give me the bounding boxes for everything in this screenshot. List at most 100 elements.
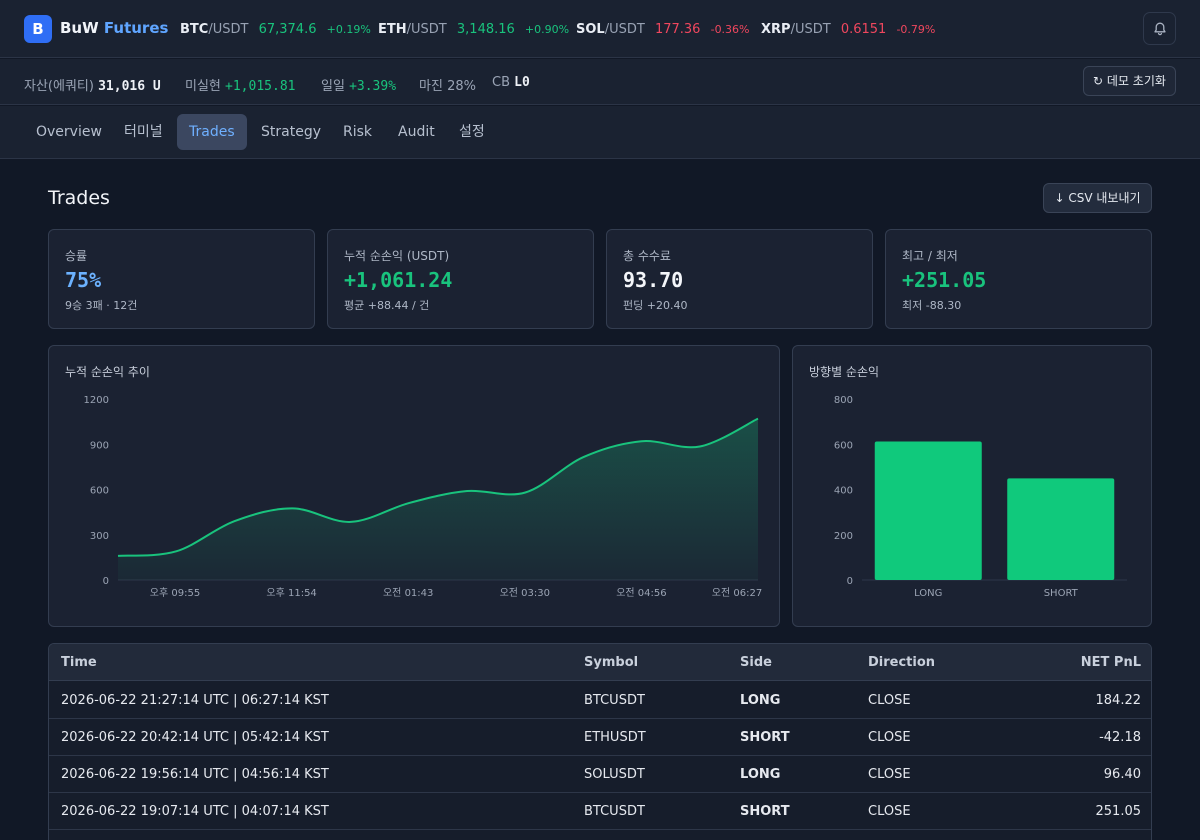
- tab-risk[interactable]: Risk: [343, 124, 373, 140]
- notifications-button[interactable]: [1143, 12, 1176, 45]
- bar-long: [874, 441, 982, 580]
- ticker-xrp[interactable]: XRP/USDT 0.6151 -0.79%: [761, 22, 935, 37]
- ticker-btc[interactable]: BTC/USDT 67,374.6 +0.19%: [180, 22, 371, 37]
- table-header: Time Symbol Side Direction NET PnL: [49, 644, 1151, 681]
- cell-net-pnl: 184.22: [1095, 693, 1142, 708]
- chart-title: 누적 순손익 추이: [65, 365, 150, 379]
- page-title: Trades: [48, 187, 110, 209]
- ticker-base: XRP: [761, 22, 791, 37]
- cb-stat: CB L0: [492, 75, 530, 90]
- brand-name[interactable]: BuW Futures: [60, 19, 168, 37]
- stat-card-sub: 평균 +88.44 / 건: [344, 299, 430, 312]
- unrealized-label: 미실현: [185, 79, 221, 94]
- tab-terminal[interactable]: 터미널: [124, 124, 163, 140]
- cell-side: SHORT: [740, 804, 790, 819]
- cell-symbol: ETHUSDT: [584, 730, 646, 745]
- cell-direction: CLOSE: [868, 767, 911, 782]
- stat-card-cumulative-pnl: 누적 순손익 (USDT) +1,061.24 평균 +88.44 / 건: [327, 229, 594, 329]
- ticker-eth[interactable]: ETH/USDT 3,148.16 +0.90%: [378, 22, 569, 37]
- x-tick-label: 오전 04:56: [616, 587, 666, 599]
- unrealized-stat: 미실현 +1,015.81: [185, 75, 295, 94]
- unrealized-value: +1,015.81: [225, 79, 296, 94]
- tab-trades[interactable]: Trades: [177, 114, 247, 150]
- direction-pnl-chart: 0 200 400 600 800 LONG SHORT: [834, 395, 1127, 599]
- stat-card-label: 최고 / 최저: [902, 249, 958, 263]
- cell-net-pnl: 251.05: [1095, 804, 1142, 819]
- ticker-base: BTC: [180, 22, 209, 37]
- x-tick-label: 오전 01:43: [383, 587, 433, 599]
- stat-card-value: +1,061.24: [344, 268, 453, 292]
- column-header-symbol[interactable]: Symbol: [584, 655, 639, 670]
- x-tick-label: 오후 11:54: [266, 587, 316, 599]
- table-row[interactable]: 2026-06-22 21:27:14 UTC | 06:27:14 KST BT…: [49, 682, 1151, 719]
- stat-card-value: 75%: [65, 268, 102, 292]
- tab-strategy[interactable]: Strategy: [261, 124, 321, 140]
- column-header-net-pnl[interactable]: NET PnL: [1080, 655, 1141, 670]
- y-tick-label: 300: [90, 531, 109, 542]
- cell-net-pnl: 96.40: [1103, 767, 1141, 782]
- stat-card-win-rate: 승률 75% 9승 3패 · 12건: [48, 229, 315, 329]
- table-row[interactable]: 2026-06-22 20:42:14 UTC | 05:42:14 KST ET…: [49, 719, 1151, 756]
- cell-side: SHORT: [740, 730, 790, 745]
- brand-name-secondary: Futures: [103, 19, 169, 37]
- table-row[interactable]: 2026-06-22 19:56:14 UTC | 04:56:14 KST SO…: [49, 756, 1151, 793]
- stat-card-label: 승률: [65, 249, 88, 263]
- y-tick-label: 600: [90, 486, 109, 497]
- brand-logo[interactable]: B: [24, 15, 52, 43]
- cb-label: CB: [492, 75, 510, 90]
- margin-value: 28%: [447, 79, 476, 94]
- equity-value: 31,016 U: [98, 79, 161, 94]
- tab-audit[interactable]: Audit: [398, 124, 435, 140]
- stat-card-value: 93.70: [623, 268, 684, 292]
- stat-card-best-worst: 최고 / 최저 +251.05 최저 -88.30: [885, 229, 1152, 329]
- ticker-price: 3,148.16: [456, 22, 515, 37]
- trades-table: Time Symbol Side Direction NET PnL 2026-…: [48, 643, 1152, 840]
- tab-settings[interactable]: 설정: [459, 124, 485, 140]
- cumulative-pnl-chart: 0 300 600 900 1200 오후 09:55 오후 11:54 오전 01:43 오전…: [84, 395, 763, 599]
- x-tick-label: LONG: [914, 588, 942, 599]
- cell-time: 2026-06-22 19:07:14 UTC | 04:07:14 KST: [61, 804, 329, 819]
- stat-card-label: 누적 순손익 (USDT): [344, 249, 450, 263]
- x-tick-label: 오후 09:55: [150, 587, 200, 599]
- ticker-change: -0.36%: [710, 23, 750, 36]
- bell-icon: [1154, 22, 1166, 36]
- csv-export-button[interactable]: ↓ CSV 내보내기: [1043, 183, 1152, 213]
- column-header-direction[interactable]: Direction: [868, 655, 936, 670]
- column-header-time[interactable]: Time: [61, 655, 97, 670]
- table-row[interactable]: 2026-06-22 19:07:14 UTC | 04:07:14 KST BT…: [49, 793, 1151, 830]
- account-status-bar: 자산(에쿼티) 31,016 U 미실현 +1,015.81 일일 +3.39%…: [0, 59, 1200, 105]
- margin-stat: 마진 28%: [419, 75, 476, 94]
- ticker-price: 0.6151: [840, 22, 887, 37]
- brand-name-primary: BuW: [60, 19, 99, 37]
- y-tick-label: 200: [834, 531, 853, 542]
- stat-card-sub: 최저 -88.30: [902, 299, 962, 312]
- ticker-price: 67,374.6: [258, 22, 317, 37]
- ticker-change: +0.19%: [326, 23, 371, 36]
- cell-time: 2026-06-22 21:27:14 UTC | 06:27:14 KST: [61, 693, 329, 708]
- ticker-base: ETH: [378, 22, 407, 37]
- tab-overview[interactable]: Overview: [36, 124, 102, 140]
- y-tick-label: 400: [834, 486, 853, 497]
- column-header-side[interactable]: Side: [740, 655, 772, 670]
- ticker-sol[interactable]: SOL/USDT 177.36 -0.36%: [576, 22, 750, 37]
- daily-stat: 일일 +3.39%: [321, 75, 396, 94]
- tab-bar: Overview 터미널 Trades Strategy Risk Audit …: [0, 106, 1200, 159]
- ticker-quote: /USDT: [604, 22, 645, 37]
- ticker-quote: /USDT: [790, 22, 831, 37]
- cell-direction: CLOSE: [868, 804, 911, 819]
- ticker-quote: /USDT: [208, 22, 249, 37]
- x-tick-label: 오전 03:30: [500, 587, 550, 599]
- cb-value: L0: [514, 75, 530, 90]
- ticker-change: -0.79%: [896, 23, 936, 36]
- daily-label: 일일: [321, 79, 345, 94]
- cell-symbol: BTCUSDT: [584, 693, 645, 708]
- x-tick-label: 오전 06:27: [712, 587, 762, 599]
- demo-reset-button[interactable]: ↻ 데모 초기화: [1083, 66, 1176, 96]
- area-fill: [118, 418, 758, 580]
- cell-side: LONG: [740, 767, 781, 782]
- x-tick-label: SHORT: [1044, 588, 1079, 599]
- stat-card-total-fees: 총 수수료 93.70 펀딩 +20.40: [606, 229, 873, 329]
- cell-symbol: SOLUSDT: [584, 767, 645, 782]
- cell-side: LONG: [740, 693, 781, 708]
- cell-time: 2026-06-22 20:42:14 UTC | 05:42:14 KST: [61, 730, 329, 745]
